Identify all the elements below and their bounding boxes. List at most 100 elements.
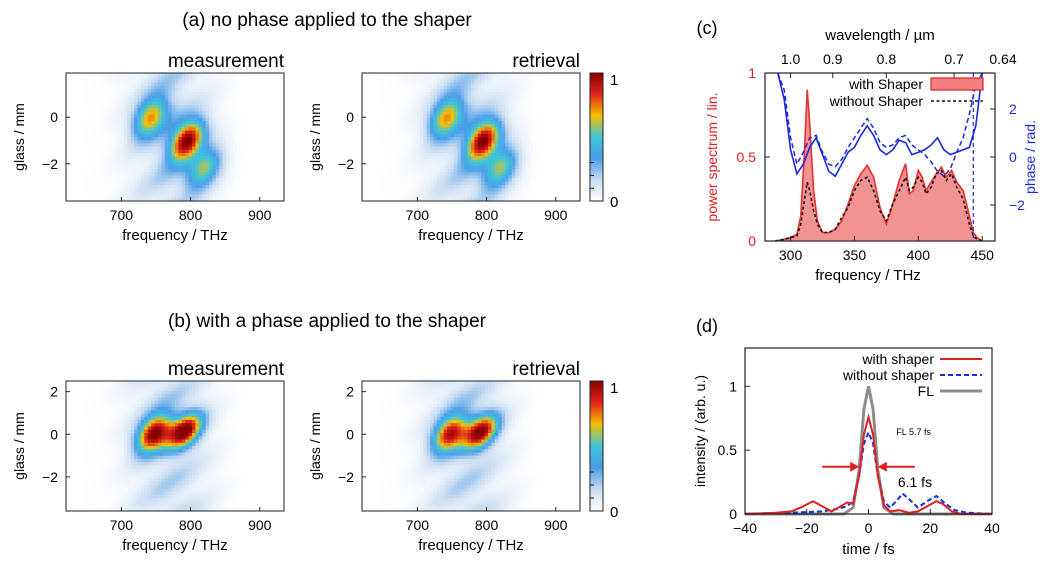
heat-cell: [243, 108, 248, 112]
heat-cell: [532, 79, 537, 84]
heat-cell: [117, 121, 122, 125]
heat-cell: [243, 149, 248, 154]
heat-cell: [460, 127, 465, 132]
heat-cell: [474, 197, 479, 202]
heat-cell: [419, 162, 424, 167]
heat-cell: [471, 156, 476, 160]
heat-cell: [511, 121, 516, 125]
heat-cell: [508, 178, 513, 183]
heat-cell: [100, 146, 105, 151]
heat-cell: [260, 98, 265, 103]
heat-cell: [552, 114, 557, 119]
heat-cell: [443, 121, 448, 125]
heat-cell: [396, 95, 401, 100]
heat-cell: [423, 159, 428, 164]
heat-cell: [178, 137, 183, 141]
heat-cell: [93, 73, 98, 77]
heat-cell: [474, 178, 479, 183]
heat-cell: [379, 92, 384, 96]
heat-cell: [413, 169, 418, 173]
heat-cell: [202, 124, 207, 128]
heat-cell: [542, 153, 547, 157]
heat-cell: [385, 79, 390, 84]
heat-cell: [562, 172, 567, 176]
heat-cell: [450, 114, 455, 119]
heat-cell: [144, 101, 149, 106]
heat-cell: [253, 85, 258, 90]
heat-cell: [392, 89, 397, 93]
heat-cell: [406, 143, 411, 148]
heat-cell: [426, 146, 431, 151]
heat-cell: [413, 153, 418, 157]
heat-cell: [484, 149, 489, 154]
heat-cell: [106, 191, 111, 196]
heat-cell: [457, 124, 462, 128]
heat-cell: [192, 191, 197, 196]
heat-cell: [260, 101, 265, 106]
heat-cell: [256, 140, 261, 144]
heat-cell: [66, 181, 71, 186]
heat-cell: [566, 101, 571, 106]
heat-cell: [151, 130, 156, 135]
heat-cell: [368, 133, 373, 138]
heat-cell: [147, 73, 152, 77]
heat-cell: [453, 101, 458, 106]
heat-cell: [110, 105, 115, 109]
heat-cell: [168, 130, 173, 135]
heat-cell: [113, 140, 118, 144]
heat-cell: [511, 117, 516, 122]
heat-cell: [123, 172, 128, 176]
heat-cell: [270, 111, 275, 116]
heat-cell: [399, 111, 404, 116]
heat-cell: [545, 143, 550, 148]
heat-cell: [525, 76, 530, 80]
heat-cell: [375, 127, 380, 132]
heat-cell: [556, 153, 561, 157]
heat-cell: [518, 114, 523, 119]
heat-cell: [552, 146, 557, 151]
heat-cell: [154, 137, 159, 141]
heat-cell: [399, 197, 404, 202]
heat-cell: [528, 130, 533, 135]
heat-cell: [100, 85, 105, 90]
heat-cell: [181, 121, 186, 125]
heat-cell: [106, 111, 111, 116]
heat-cell: [96, 79, 101, 84]
heat-cell: [494, 79, 499, 84]
heat-cell: [123, 105, 128, 109]
heat-cell: [110, 76, 115, 80]
heat-cell: [113, 98, 118, 103]
heat-cell: [209, 162, 214, 167]
heat-cell: [518, 162, 523, 167]
heat-cell: [491, 165, 496, 170]
heat-cell: [413, 156, 418, 160]
heat-cell: [249, 159, 254, 164]
heat-cell: [501, 85, 506, 90]
heat-cell: [436, 73, 441, 77]
heat-cell: [198, 181, 203, 186]
heat-cell: [518, 149, 523, 154]
heat-cell: [515, 159, 520, 164]
heat-cell: [559, 191, 564, 196]
heat-cell: [280, 130, 285, 135]
heat-cell: [212, 95, 217, 100]
heat-cell: [161, 181, 166, 186]
heat-cell: [185, 95, 190, 100]
heat-cell: [511, 98, 516, 103]
heat-cell: [168, 89, 173, 93]
heat-cell: [103, 95, 108, 100]
heat-cell: [508, 194, 513, 199]
heat-cell: [392, 105, 397, 109]
heat-cell: [222, 156, 227, 160]
heat-cell: [484, 172, 489, 176]
heat-cell: [226, 76, 231, 80]
heat-cell: [120, 79, 125, 84]
heat-cell: [433, 172, 438, 176]
heat-cell: [123, 98, 128, 103]
heat-cell: [239, 178, 244, 183]
heat-cell: [239, 73, 244, 77]
heat-cell: [549, 124, 554, 128]
heat-cell: [219, 159, 224, 164]
heat-cell: [280, 133, 285, 138]
heat-cell: [96, 101, 101, 106]
